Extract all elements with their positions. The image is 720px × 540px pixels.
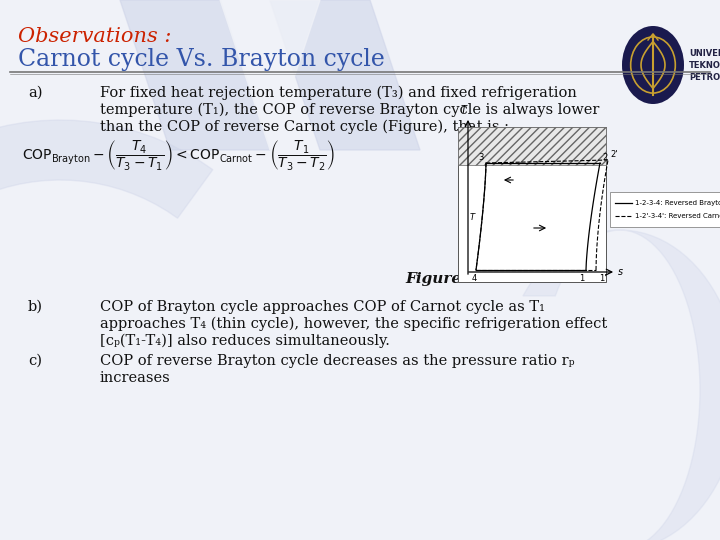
Text: T: T	[470, 213, 475, 222]
Text: Carnot cycle Vs. Brayton cycle: Carnot cycle Vs. Brayton cycle	[18, 48, 385, 71]
Polygon shape	[0, 120, 213, 540]
Text: $\mathrm{COP_{Brayton}}-\left(\dfrac{T_4}{T_3-T_1}\right)<\mathrm{COP_{Carnot}}-: $\mathrm{COP_{Brayton}}-\left(\dfrac{T_4…	[22, 138, 336, 172]
Polygon shape	[120, 0, 270, 150]
Text: 3: 3	[479, 153, 484, 162]
Bar	[458, 127, 606, 165]
Text: 2': 2'	[610, 150, 618, 159]
Text: [cₚ(T₁-T₄)] also reduces simultaneously.: [cₚ(T₁-T₄)] also reduces simultaneously.	[100, 334, 390, 348]
Text: Figure: Figure	[405, 272, 461, 286]
Text: 4: 4	[472, 274, 477, 283]
Text: 2: 2	[602, 153, 607, 162]
Text: c): c)	[28, 354, 42, 368]
Text: temperature (T₁), the COP of reverse Brayton cycle is always lower: temperature (T₁), the COP of reverse Bra…	[100, 103, 599, 117]
Bar	[458, 127, 606, 282]
Text: 1-2-3-4: Reversed Brayton cycle: 1-2-3-4: Reversed Brayton cycle	[635, 200, 720, 206]
Text: TEKNOLOGI: TEKNOLOGI	[689, 60, 720, 70]
Bar	[610, 192, 720, 227]
Text: s: s	[618, 267, 623, 277]
Text: a): a)	[28, 86, 42, 100]
Text: 1': 1'	[599, 274, 606, 283]
Text: b): b)	[28, 300, 43, 314]
Text: 1: 1	[580, 274, 585, 283]
Text: For fixed heat rejection temperature (T₃) and fixed refrigeration: For fixed heat rejection temperature (T₃…	[100, 86, 577, 100]
Text: COP of reverse Brayton cycle decreases as the pressure ratio rₚ: COP of reverse Brayton cycle decreases a…	[100, 354, 575, 368]
Text: increases: increases	[100, 371, 171, 385]
Text: COP of Brayton cycle approaches COP of Carnot cycle as T₁: COP of Brayton cycle approaches COP of C…	[100, 300, 545, 314]
Text: 1-2'-3-4': Reversed Carnot cycle: 1-2'-3-4': Reversed Carnot cycle	[635, 213, 720, 219]
Text: T: T	[461, 105, 467, 115]
Text: than the COP of reverse Carnot cycle (Figure), that is :: than the COP of reverse Carnot cycle (Fi…	[100, 120, 509, 134]
Polygon shape	[220, 0, 320, 150]
Polygon shape	[270, 0, 420, 150]
Polygon shape	[523, 230, 720, 540]
Text: Observations :: Observations :	[18, 27, 171, 46]
Text: PETRONAS: PETRONAS	[689, 72, 720, 82]
Text: UNIVERSITI: UNIVERSITI	[689, 49, 720, 57]
Text: approaches T₄ (thin cycle), however, the specific refrigeration effect: approaches T₄ (thin cycle), however, the…	[100, 317, 607, 332]
Ellipse shape	[622, 26, 684, 104]
